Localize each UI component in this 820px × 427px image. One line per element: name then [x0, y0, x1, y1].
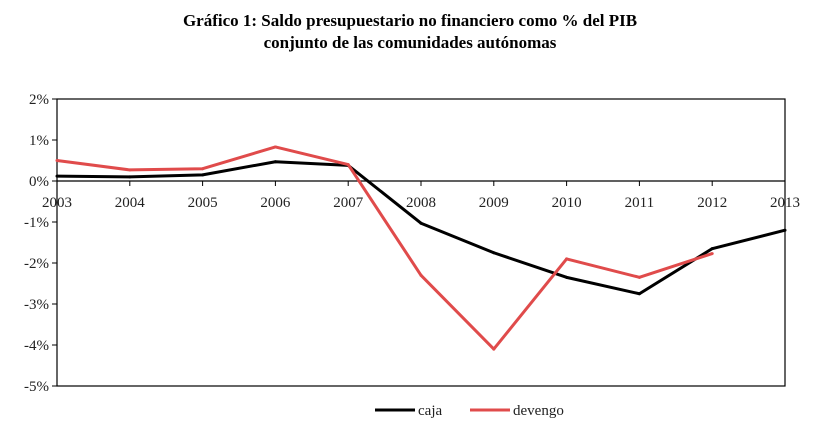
- data-point-devengo: [128, 168, 132, 172]
- y-tick-label: -4%: [24, 338, 49, 354]
- chart-title: Gráfico 1: Saldo presupuestario no finan…: [0, 10, 820, 54]
- x-tick-label: 2010: [552, 195, 582, 211]
- data-point-caja: [783, 228, 787, 232]
- x-tick-label: 2008: [406, 195, 436, 211]
- data-point-caja: [637, 292, 641, 296]
- data-point-devengo: [637, 275, 641, 279]
- chart-title-line-1: Gráfico 1: Saldo presupuestario no finan…: [182, 11, 638, 30]
- x-tick-label: 2004: [115, 195, 146, 211]
- data-point-devengo: [201, 167, 205, 171]
- x-tick-label: 2005: [188, 195, 218, 211]
- data-point-devengo: [346, 163, 350, 167]
- x-tick-label: 2013: [770, 195, 800, 211]
- legend-label-devengo: devengo: [513, 403, 564, 419]
- x-tick-label: 2011: [625, 195, 654, 211]
- x-tick-label: 2009: [479, 195, 509, 211]
- data-point-devengo: [565, 257, 569, 261]
- data-point-caja: [492, 251, 496, 255]
- x-tick-label: 2012: [697, 195, 727, 211]
- data-point-caja: [419, 221, 423, 225]
- plot-area-frame: [56, 98, 786, 387]
- series-line-devengo: [56, 145, 713, 351]
- data-point-caja: [273, 160, 277, 164]
- x-tick-label: 2007: [333, 195, 364, 211]
- x-tick-label: 2006: [260, 195, 291, 211]
- y-tick-label: -1%: [24, 215, 49, 231]
- x-axis: 2003 2004 2005 2006 2007 2008 2009 2010 2011 2012…: [42, 180, 800, 211]
- y-tick-label: 1%: [29, 133, 49, 149]
- data-point-caja: [710, 247, 714, 251]
- x-tick-label: 2003: [42, 195, 72, 211]
- legend-label-caja: caja: [418, 403, 442, 419]
- data-point-devengo: [492, 347, 496, 351]
- y-tick-label: -2%: [24, 256, 49, 272]
- data-point-devengo: [273, 145, 277, 149]
- data-point-caja: [55, 174, 59, 178]
- legend: caja devengo: [375, 403, 564, 419]
- y-tick-label: -3%: [24, 297, 49, 313]
- y-axis: 2% 1% 0% -1% -2% -3% -4% -5%: [24, 92, 57, 395]
- series-lines: [55, 145, 787, 351]
- chart-title-line-2: conjunto de las comunidades autónomas: [263, 33, 557, 52]
- data-point-caja: [565, 275, 569, 279]
- data-point-devengo: [710, 252, 714, 256]
- data-point-caja: [201, 173, 205, 177]
- data-point-caja: [128, 175, 132, 179]
- y-tick-label: 0%: [29, 174, 49, 190]
- y-tick-label: -5%: [24, 379, 49, 395]
- data-point-devengo: [419, 273, 423, 277]
- y-tick-label: 2%: [29, 92, 49, 108]
- data-point-devengo: [55, 159, 59, 162]
